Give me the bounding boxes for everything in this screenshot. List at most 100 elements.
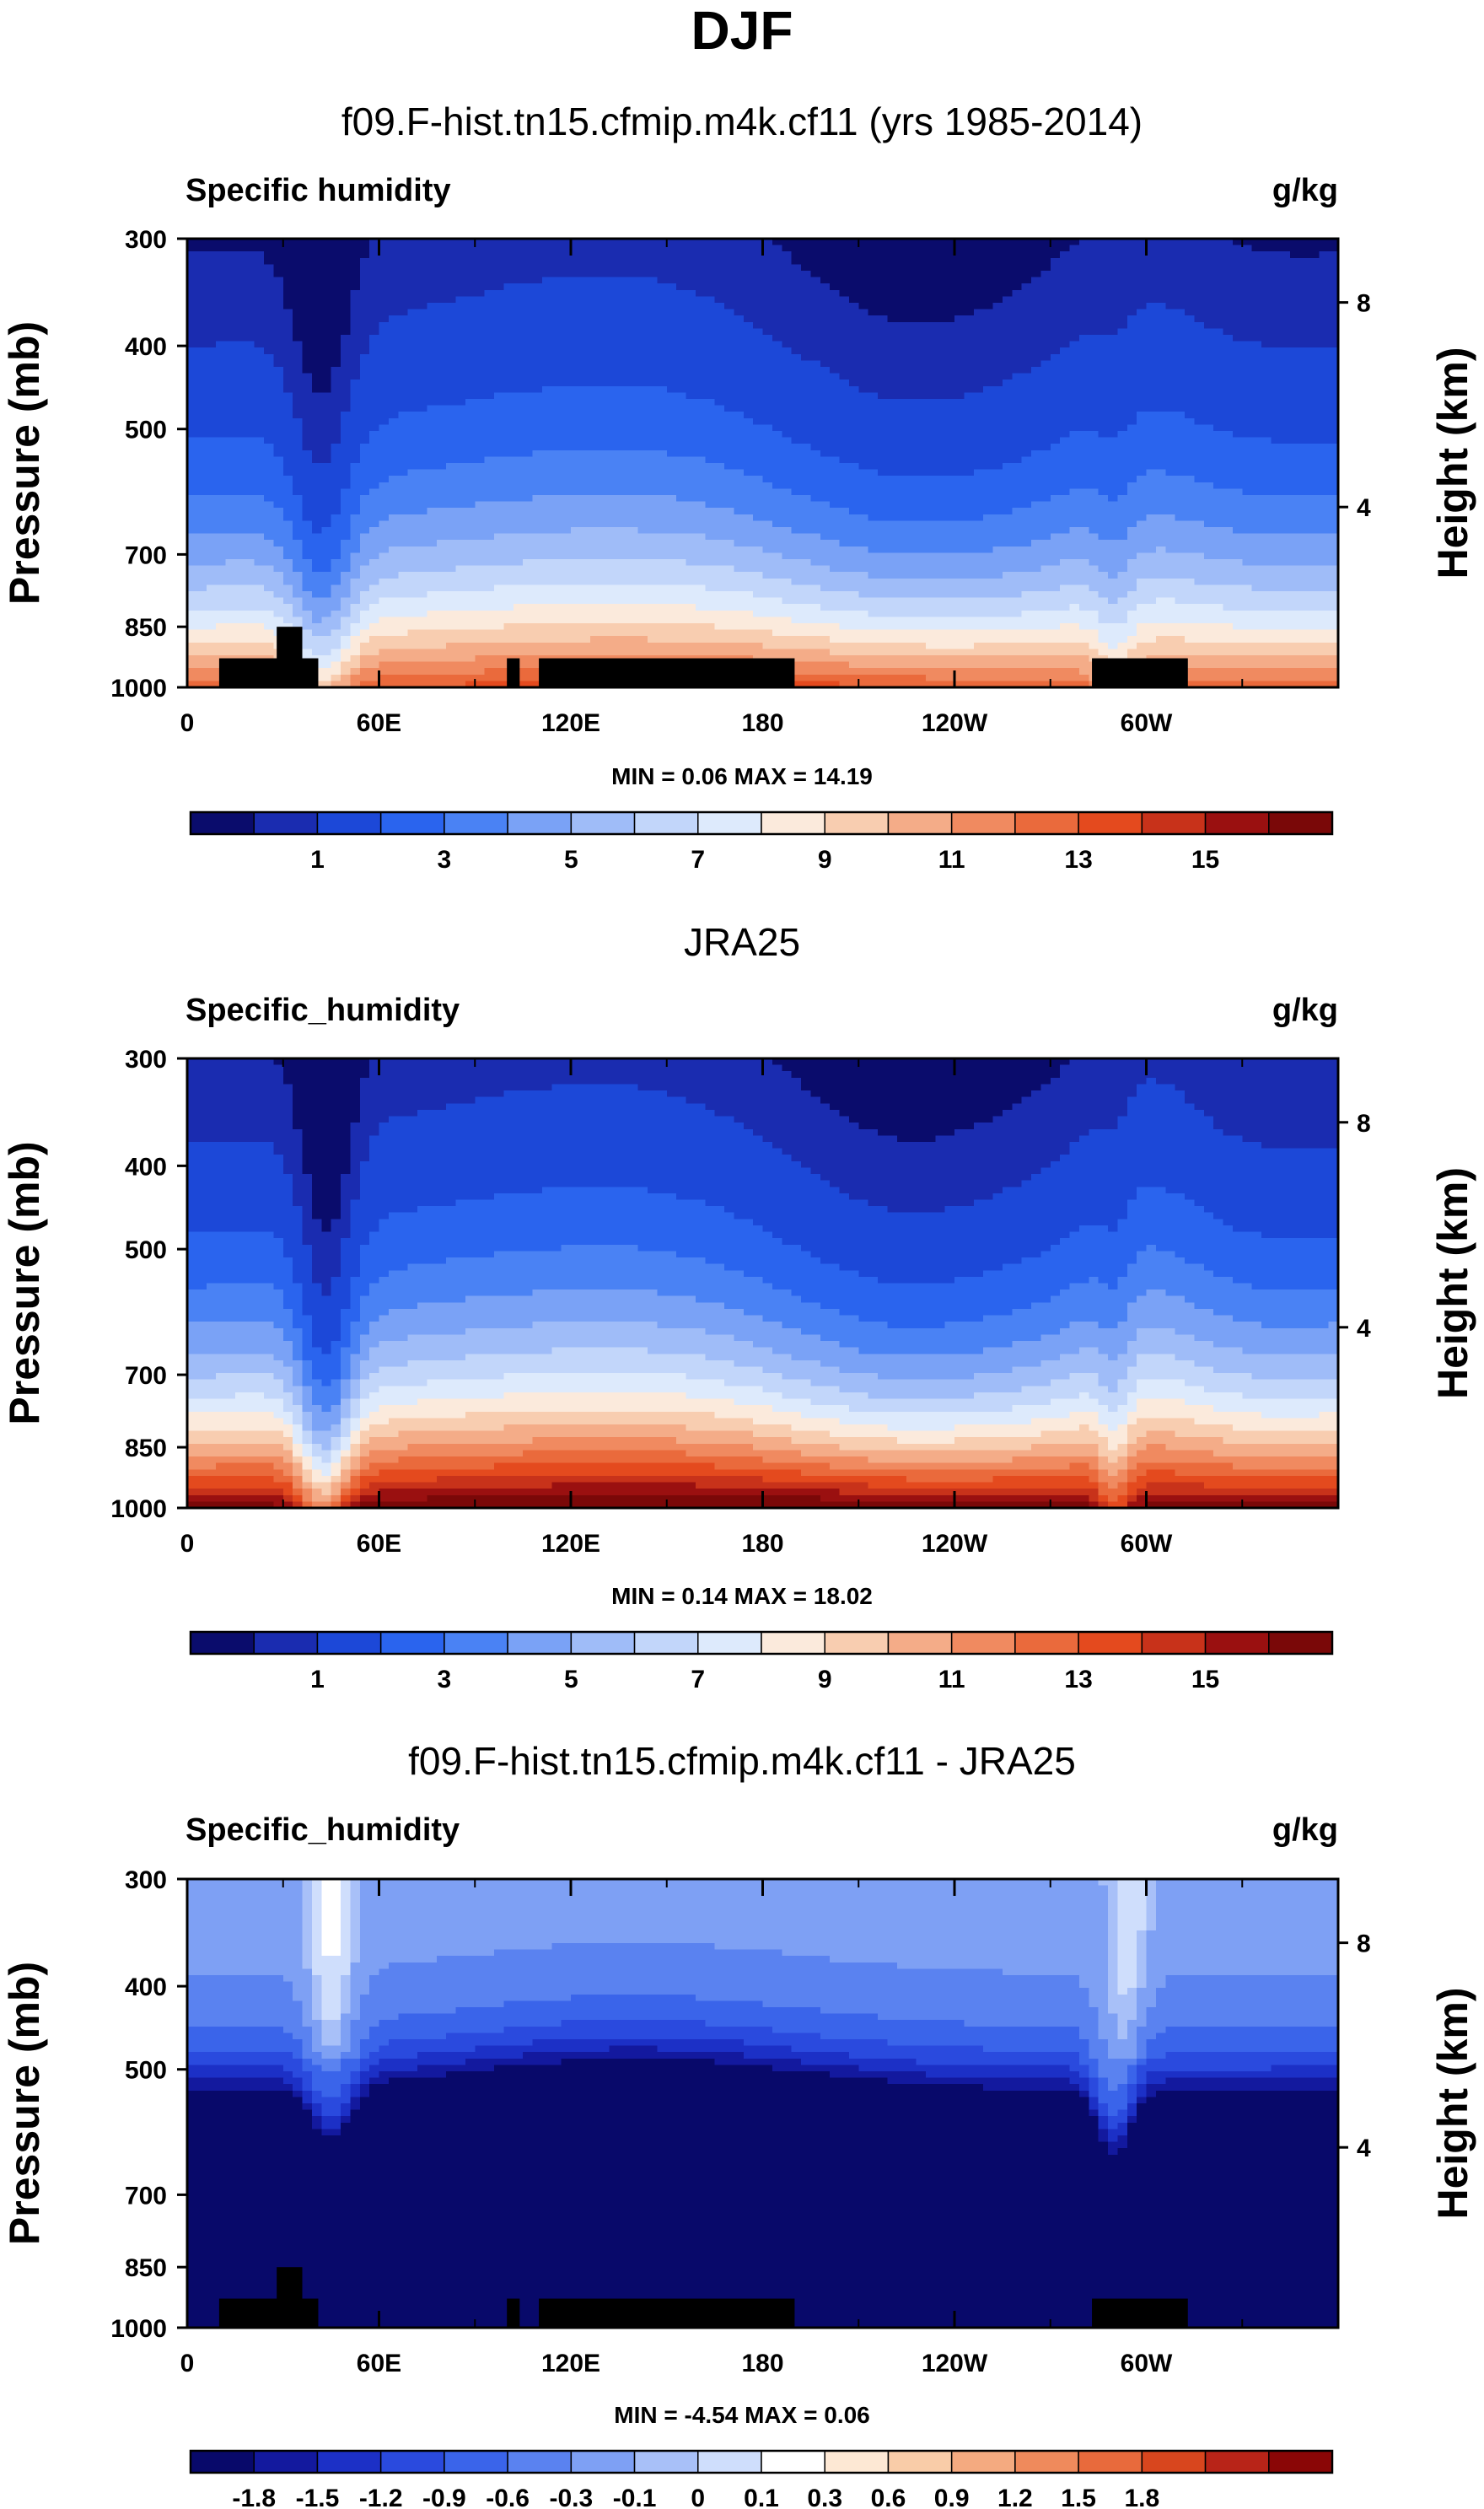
field-cell xyxy=(801,335,811,342)
field-cell xyxy=(484,385,495,393)
field-cell xyxy=(206,456,217,464)
field-cell xyxy=(1040,251,1051,259)
field-cell xyxy=(196,271,207,278)
field-cell xyxy=(1194,328,1205,336)
field-cell xyxy=(311,488,322,496)
field-cell xyxy=(245,251,255,259)
field-cell xyxy=(954,405,965,412)
field-cell xyxy=(686,296,696,304)
field-cell xyxy=(1021,399,1032,407)
field-cell xyxy=(1309,245,1320,252)
field-cell xyxy=(1242,309,1253,316)
field-cell xyxy=(609,328,620,336)
field-cell xyxy=(321,328,332,336)
field-cell xyxy=(887,315,898,323)
field-cell xyxy=(1050,456,1061,464)
field-cell xyxy=(1194,476,1205,483)
field-cell xyxy=(1165,321,1176,329)
field-cell xyxy=(523,417,534,425)
field-cell xyxy=(618,501,629,509)
field-cell xyxy=(801,501,811,509)
field-cell xyxy=(1012,283,1023,291)
field-cell xyxy=(983,309,994,316)
field-cell xyxy=(973,347,984,355)
field-cell xyxy=(600,495,610,503)
field-cell xyxy=(196,392,207,400)
field-cell xyxy=(878,353,888,361)
field-cell xyxy=(782,437,793,444)
field-cell xyxy=(379,405,390,412)
field-cell xyxy=(293,482,304,489)
field-cell xyxy=(916,239,927,246)
field-cell xyxy=(1271,321,1282,329)
field-cell xyxy=(331,412,341,419)
field-cell xyxy=(1175,245,1186,252)
field-cell xyxy=(1078,417,1089,425)
field-cell xyxy=(234,424,245,432)
field-cell xyxy=(398,328,409,336)
field-cell xyxy=(436,264,447,272)
field-cell xyxy=(206,392,217,400)
field-cell xyxy=(916,321,927,329)
field-cell xyxy=(676,341,687,348)
field-cell xyxy=(331,501,341,509)
field-cell xyxy=(686,501,696,509)
field-cell xyxy=(878,360,888,368)
field-cell xyxy=(436,328,447,336)
field-cell xyxy=(446,431,457,439)
field-cell xyxy=(695,264,706,272)
field-cell xyxy=(935,437,946,444)
field-cell xyxy=(187,488,197,496)
field-cell xyxy=(1251,239,1262,246)
field-cell xyxy=(264,271,274,278)
field-cell xyxy=(398,476,409,483)
field-cell xyxy=(1078,309,1089,316)
field-cell xyxy=(1146,315,1157,323)
field-cell xyxy=(503,392,514,400)
field-cell xyxy=(1108,335,1118,342)
field-cell xyxy=(944,271,955,278)
field-cell xyxy=(1031,353,1041,361)
field-cell xyxy=(609,373,620,380)
field-cell xyxy=(1002,431,1013,439)
field-cell xyxy=(341,315,351,323)
field-cell xyxy=(1078,264,1089,272)
field-cell xyxy=(878,373,888,380)
field-cell xyxy=(1040,469,1051,476)
field-cell xyxy=(561,289,572,297)
field-cell xyxy=(686,353,696,361)
panel-title: f09.F-hist.tn15.cfmip.m4k.cf11 (yrs 1985… xyxy=(341,100,1143,143)
field-cell xyxy=(1165,482,1176,489)
field-cell xyxy=(618,353,629,361)
field-cell xyxy=(858,450,869,457)
field-cell xyxy=(686,264,696,272)
field-cell xyxy=(628,431,639,439)
field-cell xyxy=(964,399,975,407)
field-cell xyxy=(896,283,907,291)
field-cell xyxy=(1251,482,1262,489)
field-cell xyxy=(1089,482,1100,489)
field-cell xyxy=(1040,303,1051,310)
field-cell xyxy=(1319,380,1330,387)
field-cell xyxy=(1155,450,1166,457)
field-cell xyxy=(600,431,610,439)
field-cell xyxy=(1031,456,1041,464)
field-cell xyxy=(753,463,764,471)
field-cell xyxy=(341,245,351,252)
field-cell xyxy=(436,444,447,451)
field-cell xyxy=(417,335,427,342)
field-cell xyxy=(954,380,965,387)
field-cell xyxy=(1319,417,1330,425)
field-cell xyxy=(1223,283,1234,291)
field-cell xyxy=(216,264,227,272)
field-cell xyxy=(513,264,524,272)
field-cell xyxy=(1319,456,1330,464)
field-cell xyxy=(436,417,447,425)
field-cell xyxy=(532,289,543,297)
field-cell xyxy=(1155,309,1166,316)
field-cell xyxy=(1078,476,1089,483)
field-cell xyxy=(1040,353,1051,361)
field-cell xyxy=(1117,380,1128,387)
field-cell xyxy=(254,283,265,291)
field-cell xyxy=(868,264,879,272)
